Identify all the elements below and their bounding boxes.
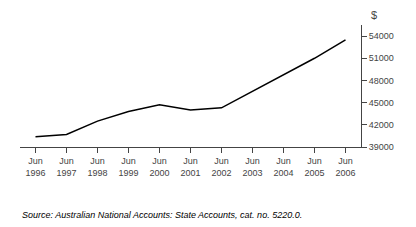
svg-text:39000: 39000: [369, 142, 394, 152]
svg-text:Jun2005: Jun2005: [304, 156, 324, 178]
svg-text:Jun1999: Jun1999: [118, 156, 138, 178]
svg-text:Jun1998: Jun1998: [87, 156, 107, 178]
svg-text:54000: 54000: [369, 31, 394, 41]
svg-text:Jun1997: Jun1997: [56, 156, 76, 178]
svg-text:42000: 42000: [369, 120, 394, 130]
svg-text:$: $: [371, 9, 377, 21]
svg-text:Jun2002: Jun2002: [211, 156, 231, 178]
svg-text:Jun2000: Jun2000: [149, 156, 169, 178]
svg-text:Jun2001: Jun2001: [180, 156, 200, 178]
svg-text:Jun2003: Jun2003: [242, 156, 262, 178]
svg-text:48000: 48000: [369, 76, 394, 86]
svg-text:51000: 51000: [369, 53, 394, 63]
svg-text:45000: 45000: [369, 98, 394, 108]
svg-text:Jun2006: Jun2006: [335, 156, 355, 178]
svg-text:Jun1996: Jun1996: [25, 156, 45, 178]
svg-text:Source: Australian National Ac: Source: Australian National Accounts: St…: [22, 210, 302, 220]
svg-text:Jun2004: Jun2004: [273, 156, 293, 178]
